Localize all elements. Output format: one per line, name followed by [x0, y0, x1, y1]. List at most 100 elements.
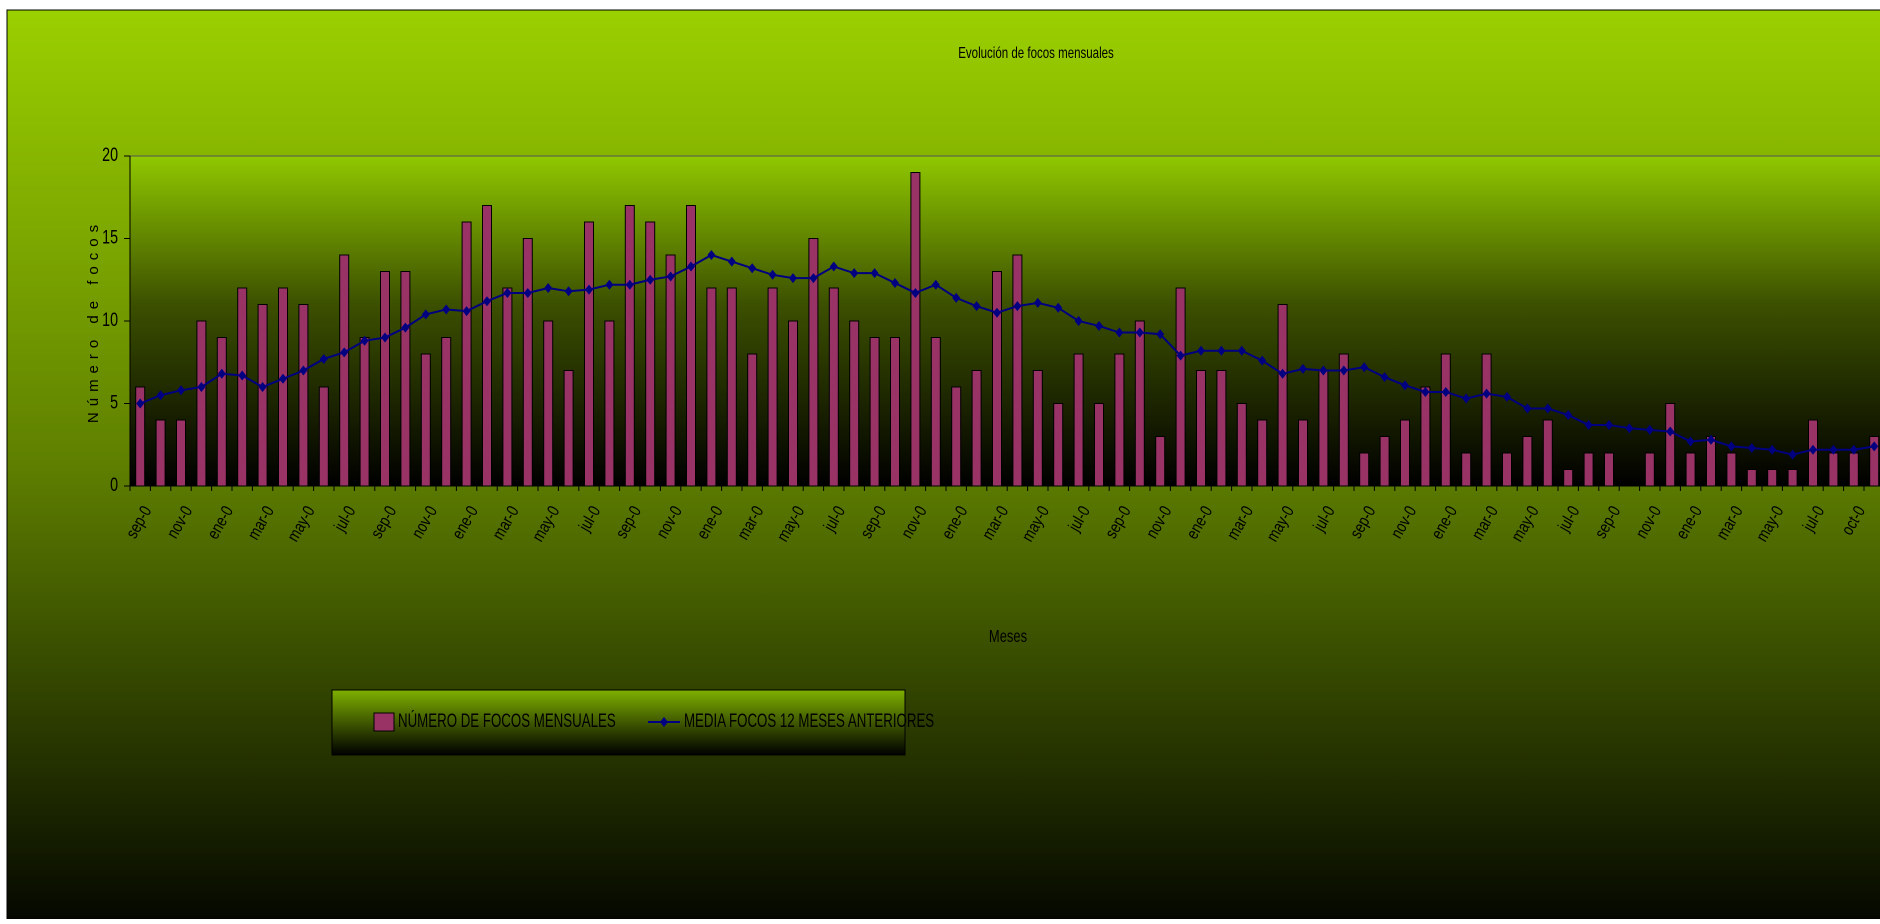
marker — [1258, 355, 1267, 366]
bar — [1114, 353, 1125, 487]
marker — [1625, 423, 1634, 434]
marker — [1339, 365, 1348, 376]
bar — [1522, 436, 1533, 487]
bar — [278, 287, 288, 487]
marker — [156, 390, 165, 401]
marker — [850, 268, 859, 279]
marker — [1441, 386, 1450, 397]
marker — [707, 250, 716, 260]
bar — [788, 320, 798, 487]
bar — [1175, 287, 1186, 487]
bar — [992, 271, 1002, 487]
bar — [971, 370, 982, 487]
marker — [1645, 424, 1654, 435]
marker — [1747, 443, 1756, 454]
bar — [400, 271, 411, 487]
marker — [891, 278, 899, 289]
marker — [197, 382, 206, 392]
marker — [442, 304, 451, 315]
marker — [381, 332, 389, 343]
line — [139, 253, 1875, 456]
marker — [1360, 362, 1369, 373]
bar — [318, 386, 329, 487]
marker — [1278, 368, 1287, 379]
y-tick: 20 — [102, 144, 118, 165]
bar — [1298, 419, 1308, 487]
bar — [1502, 452, 1512, 487]
marker — [1421, 386, 1430, 397]
marker — [1176, 350, 1185, 361]
bar — [1053, 403, 1064, 487]
marker — [340, 347, 349, 358]
marker — [1115, 327, 1124, 338]
y-tick-label: 5 — [110, 392, 118, 413]
marker — [625, 279, 634, 290]
marker — [1074, 316, 1083, 326]
bar — [686, 205, 696, 487]
marker — [523, 287, 532, 298]
bar — [1665, 403, 1676, 487]
marker — [1870, 441, 1879, 452]
bar — [1420, 386, 1431, 487]
bar — [726, 287, 737, 487]
y-axis-title: Número de focos — [85, 219, 102, 423]
bar — [237, 287, 248, 487]
marker — [1768, 444, 1777, 455]
bar — [380, 271, 390, 487]
bar — [1257, 419, 1268, 487]
bar — [1726, 452, 1737, 487]
bar — [910, 172, 921, 487]
bar — [767, 287, 778, 487]
marker — [401, 322, 410, 333]
marker — [319, 353, 328, 364]
marker — [1829, 444, 1838, 455]
marker — [585, 284, 593, 295]
bar — [1155, 436, 1166, 487]
bar — [1094, 403, 1104, 487]
marker — [911, 287, 920, 298]
marker — [360, 335, 369, 346]
x-axis-title: Meses — [989, 627, 1027, 647]
marker — [809, 273, 818, 284]
bar — [502, 287, 513, 487]
marker — [544, 283, 553, 293]
bar — [1277, 304, 1288, 487]
marker — [1135, 327, 1144, 338]
marker — [1299, 363, 1307, 374]
y-tick-label: 15 — [102, 227, 118, 248]
marker — [727, 256, 736, 267]
marker — [666, 271, 675, 282]
bar — [706, 287, 717, 487]
bar — [176, 419, 186, 487]
bar — [339, 254, 350, 487]
marker — [829, 261, 838, 272]
marker — [1401, 380, 1409, 391]
bar — [624, 205, 635, 487]
bar — [1848, 452, 1859, 487]
marker — [1666, 426, 1675, 437]
y-tick: 15 — [102, 227, 118, 248]
marker — [1584, 419, 1593, 430]
bar — [1318, 370, 1329, 487]
marker — [1319, 365, 1328, 376]
marker — [748, 263, 757, 274]
bar — [1583, 452, 1594, 487]
bar — [1542, 419, 1553, 487]
y-tick-label: 10 — [102, 309, 118, 330]
y-tick: 5 — [110, 392, 118, 413]
marker — [1543, 403, 1552, 414]
marker — [1809, 444, 1817, 455]
bar — [1338, 353, 1349, 487]
marker — [238, 370, 247, 381]
bar — [645, 221, 656, 487]
marker — [299, 365, 308, 376]
bar — [584, 221, 594, 487]
bar — [1746, 469, 1757, 487]
bar — [298, 304, 309, 487]
y-tick-label: 20 — [102, 144, 118, 165]
chart-title: Evolución de focos mensuales — [958, 43, 1114, 61]
bar — [196, 320, 207, 487]
marker — [931, 279, 940, 290]
marker — [279, 373, 287, 384]
